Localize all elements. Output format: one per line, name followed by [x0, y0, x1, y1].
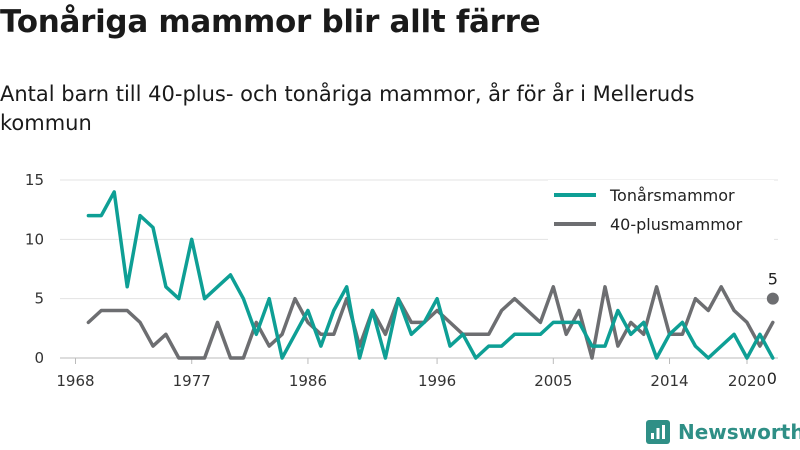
end-point-40-plusmammor	[766, 292, 779, 305]
end-label-40-plusmammor: 5	[768, 270, 778, 289]
newsworthy-logo-icon	[646, 420, 670, 444]
series-line-40-plusmammor	[86, 285, 775, 360]
x-tick-label: 2020	[728, 372, 766, 390]
x-tick-label: 1977	[173, 372, 211, 390]
chart-subtitle: Antal barn till 40-plus- och tonåriga ma…	[0, 82, 695, 135]
x-tick-label: 1986	[289, 372, 327, 390]
y-tick-label: 10	[25, 230, 44, 248]
brand-logo: Newsworthy	[646, 420, 800, 444]
legend-background	[548, 180, 774, 240]
end-label-tonarsmammor: 0	[767, 369, 777, 388]
y-tick-label: 0	[34, 349, 44, 367]
brand-name: Newsworthy	[678, 420, 800, 444]
y-tick-label: 15	[25, 171, 44, 189]
chart-title: Tonåriga mammor blir allt färre	[0, 4, 541, 40]
y-tick-label: 5	[34, 290, 44, 308]
x-tick-label: 2014	[650, 372, 688, 390]
x-tick-label: 1996	[418, 372, 456, 390]
x-tick-label: 2005	[534, 372, 572, 390]
legend-label-1: 40-plusmammor	[610, 215, 743, 234]
series-line-tonarsmammor	[86, 190, 775, 360]
line-chart: 0 5 10 15 1968 1977 1986 1996 2005 2014 2020 5 0 Tonå…	[25, 171, 779, 390]
legend-label-0: Tonårsmammor	[609, 186, 735, 205]
x-tick-label: 1968	[56, 372, 94, 390]
